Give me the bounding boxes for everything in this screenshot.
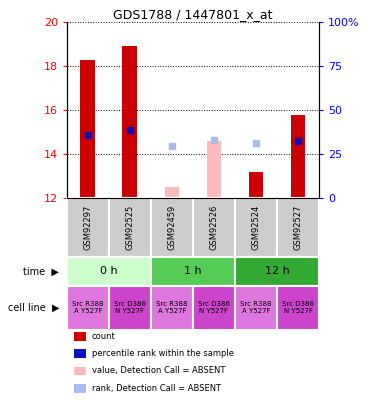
Text: Src D386
N Y527F: Src D386 N Y527F (198, 301, 230, 314)
Text: time  ▶: time ▶ (23, 266, 59, 276)
Text: count: count (92, 332, 115, 341)
Bar (277, 198, 319, 257)
Bar (151, 198, 193, 257)
Bar (207, 141, 221, 198)
Text: Src D386
N Y527F: Src D386 N Y527F (114, 301, 146, 314)
Bar (67, 257, 151, 286)
Bar (109, 198, 151, 257)
Text: Src R388
A Y527F: Src R388 A Y527F (240, 301, 272, 314)
Title: GDS1788 / 1447801_x_at: GDS1788 / 1447801_x_at (113, 8, 273, 21)
Bar (151, 257, 235, 286)
Bar (67, 286, 109, 330)
Text: GSM92526: GSM92526 (210, 205, 219, 251)
Bar (235, 198, 277, 257)
Bar (151, 286, 193, 330)
Text: Src R388
A Y527F: Src R388 A Y527F (156, 301, 188, 314)
Bar (109, 286, 151, 330)
Bar (249, 172, 263, 198)
Bar (165, 188, 179, 198)
Text: value, Detection Call = ABSENT: value, Detection Call = ABSENT (92, 367, 225, 375)
Text: Src D386
N Y527F: Src D386 N Y527F (282, 301, 314, 314)
Bar (291, 115, 305, 198)
Text: 12 h: 12 h (265, 266, 289, 276)
Text: GSM92527: GSM92527 (293, 205, 302, 251)
Text: GSM92524: GSM92524 (252, 205, 260, 250)
Text: percentile rank within the sample: percentile rank within the sample (92, 349, 234, 358)
Text: GSM92297: GSM92297 (83, 205, 92, 251)
Text: cell line  ▶: cell line ▶ (8, 303, 59, 313)
Bar (122, 47, 137, 198)
Bar (277, 286, 319, 330)
Bar (235, 286, 277, 330)
Text: Src R388
A Y527F: Src R388 A Y527F (72, 301, 104, 314)
Bar (193, 198, 235, 257)
Text: 1 h: 1 h (184, 266, 202, 276)
Text: GSM92459: GSM92459 (167, 205, 176, 250)
Text: 0 h: 0 h (100, 266, 118, 276)
Bar (81, 60, 95, 198)
Bar (67, 198, 109, 257)
Bar (235, 257, 319, 286)
Text: GSM92525: GSM92525 (125, 205, 134, 250)
Text: rank, Detection Call = ABSENT: rank, Detection Call = ABSENT (92, 384, 221, 393)
Bar (193, 286, 235, 330)
